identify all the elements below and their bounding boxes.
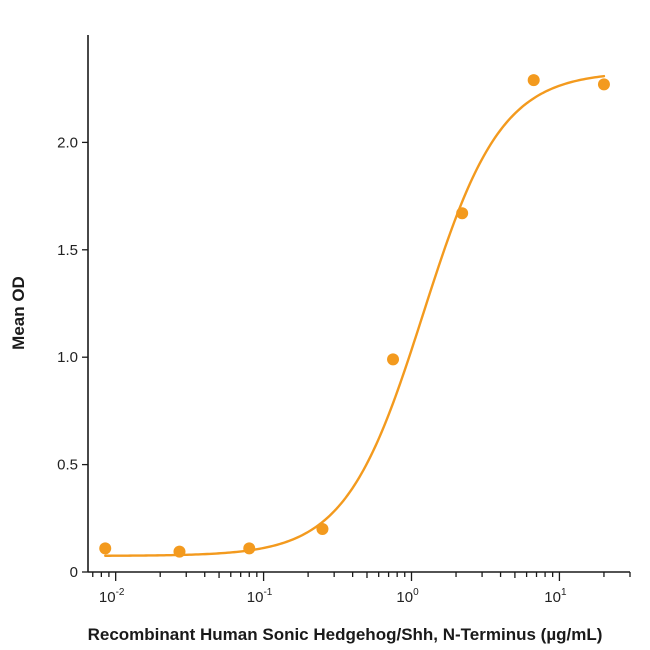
y-tick-label: 2.0	[57, 134, 78, 151]
y-tick-label: 0.5	[57, 457, 78, 474]
x-tick-label: 100	[396, 587, 419, 606]
x-tick-label: 10-1	[247, 587, 273, 606]
data-point	[316, 523, 329, 536]
fit-curve	[104, 74, 606, 557]
y-axis-title: Mean OD	[9, 276, 28, 350]
data-point	[387, 353, 400, 366]
data-points-layer	[99, 74, 610, 558]
axes	[87, 35, 630, 573]
data-point	[173, 545, 186, 558]
data-point	[243, 542, 256, 555]
fit-curve-layer	[104, 74, 606, 557]
data-point	[597, 78, 610, 91]
x-tick-label: 10-2	[99, 587, 125, 606]
y-tick-label: 0	[70, 564, 78, 581]
ticks: 0 0.5 1.0 1.5 2.0 10-2 10-1 100 101	[57, 134, 631, 606]
data-point	[527, 74, 540, 87]
data-point	[99, 542, 112, 555]
x-tick-label: 101	[544, 587, 567, 606]
x-axis-title: Recombinant Human Sonic Hedgehog/Shh, N-…	[88, 625, 603, 644]
y-tick-label: 1.5	[57, 242, 78, 259]
y-tick-label: 1.0	[57, 349, 78, 366]
data-point	[456, 207, 469, 220]
